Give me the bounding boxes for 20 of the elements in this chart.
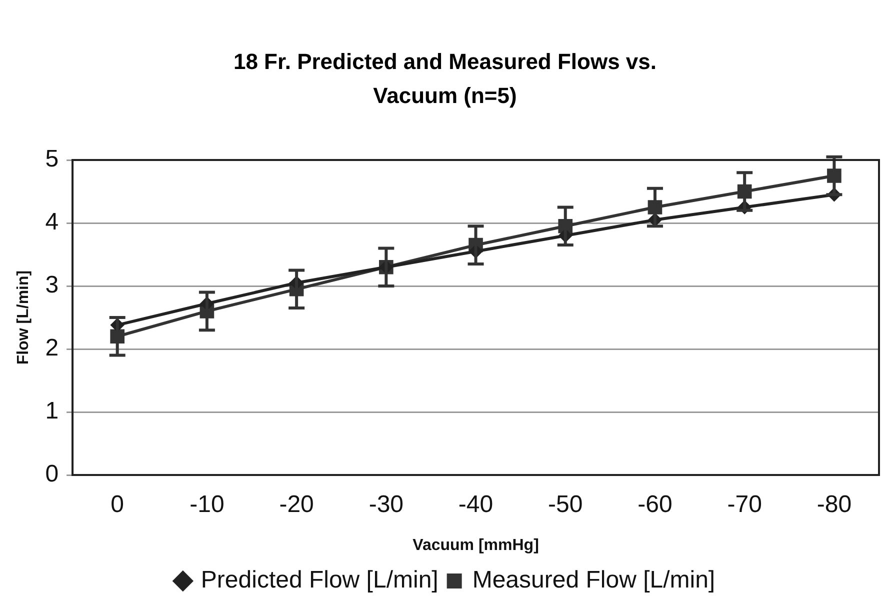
x-tick-label: -30: [368, 491, 404, 518]
x-tick-label: -10: [190, 491, 224, 518]
x-tick-label: -50: [548, 491, 583, 518]
y-tick-label: 4: [45, 208, 59, 236]
y-tick-label: 5: [45, 146, 59, 173]
y-tick-label: 3: [45, 272, 59, 299]
legend-label: Predicted Flow [L/min]: [200, 566, 438, 594]
x-tick-label: -40: [458, 491, 494, 518]
y-tick-label: 2: [45, 334, 59, 362]
y-axis-title: Flow [L/min]: [15, 270, 32, 365]
x-tick-label: -20: [279, 491, 314, 518]
y-tick-label: 0: [45, 460, 59, 488]
legend-label: Measured Flow [L/min]: [472, 566, 716, 594]
y-tick-label: 1: [45, 398, 59, 425]
x-tick-label: -70: [727, 491, 762, 518]
x-tick-label: -60: [638, 491, 672, 518]
chart-title: 18 Fr. Predicted and Measured Flows vs. Vacuum (n=5): [232, 48, 658, 110]
x-axis-title: Vacuum [mmHg]: [412, 536, 539, 554]
x-tick-label: -80: [816, 491, 852, 518]
x-tick-label: 0: [110, 491, 124, 518]
